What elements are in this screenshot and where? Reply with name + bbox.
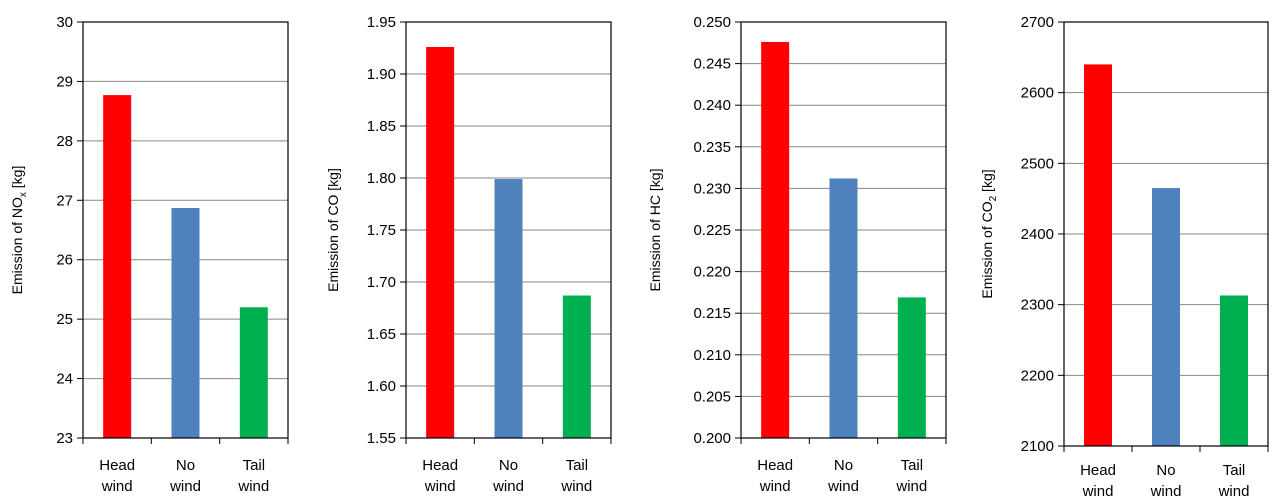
bar-3 <box>239 307 268 438</box>
y-axis-label-part: 2 <box>988 195 999 201</box>
x-category-label: Head <box>757 457 793 474</box>
y-tick-label: 0.250 <box>693 14 731 31</box>
y-axis-label: Emission of CO [kg] <box>325 168 341 292</box>
bar-2 <box>1152 188 1180 447</box>
y-tick-label: 2200 <box>1021 367 1054 384</box>
bar-1 <box>761 41 790 439</box>
y-tick-label: 1.80 <box>367 170 396 187</box>
x-category-label: Tail <box>566 457 589 474</box>
y-axis-label-part: Emission of CO [kg] <box>325 168 341 292</box>
x-category-label: wind <box>827 478 859 495</box>
bar-3 <box>897 297 926 438</box>
x-category-label: wind <box>1218 483 1250 500</box>
x-category-label: wind <box>1150 483 1182 500</box>
bar-3 <box>1220 295 1248 446</box>
y-tick-label: 2300 <box>1021 297 1054 314</box>
y-tick-label: 2400 <box>1021 226 1054 243</box>
plot-border <box>405 21 612 439</box>
y-tick-label: 1.95 <box>367 14 396 31</box>
y-axis-label-part: x <box>18 192 29 197</box>
y-tick-label: 0.230 <box>693 180 731 197</box>
x-category-label: Tail <box>243 457 266 474</box>
x-category-label: Head <box>422 457 458 474</box>
chart-1: 23 24 25 26 27 28 29 30 Head wind No wind Tail wind Em… <box>9 14 289 495</box>
y-tick-label: 0.215 <box>693 305 731 322</box>
y-tick-label: 1.75 <box>367 222 396 239</box>
y-tick-label: 0.200 <box>693 430 731 447</box>
bar-1 <box>426 46 455 439</box>
y-axis-label-part: Emission of NO <box>9 197 25 294</box>
y-tick-label: 25 <box>56 311 73 328</box>
y-tick-label: 2500 <box>1021 155 1054 172</box>
y-tick-label: 0.240 <box>693 97 731 114</box>
x-category-label: wind <box>237 478 269 495</box>
x-category-label: wind <box>560 478 592 495</box>
x-category-label: No <box>176 457 195 474</box>
x-category-label: Tail <box>1223 462 1246 479</box>
y-axis-label-part: Emission of HC [kg] <box>647 169 663 292</box>
x-category-label: wind <box>1082 483 1114 500</box>
y-tick-label: 23 <box>56 430 73 447</box>
chart-3: 0.200 0.205 0.210 0.215 0.220 0.225 0.230 0.235… <box>647 14 947 495</box>
y-tick-label: 1.70 <box>367 274 396 291</box>
x-category-label: wind <box>759 478 791 495</box>
plot-border <box>740 21 947 439</box>
y-axis-label-part: [kg] <box>9 166 25 192</box>
y-tick-label: 1.60 <box>367 378 396 395</box>
y-tick-label: 28 <box>56 133 73 150</box>
y-tick-label: 2600 <box>1021 85 1054 102</box>
bar-2 <box>494 179 523 439</box>
y-tick-label: 26 <box>56 252 73 269</box>
bar-3 <box>562 295 591 438</box>
y-axis-label-part: Emission of CO <box>979 201 995 298</box>
y-tick-label: 27 <box>56 192 73 209</box>
y-tick-label: 1.90 <box>367 66 396 83</box>
y-tick-label: 2100 <box>1021 438 1054 455</box>
y-axis-label: Emission of HC [kg] <box>647 169 663 292</box>
plot-border <box>1063 21 1269 447</box>
x-category-label: No <box>499 457 518 474</box>
y-axis-label-part: [kg] <box>979 169 995 195</box>
x-category-label: wind <box>492 478 524 495</box>
y-tick-label: 24 <box>56 371 73 388</box>
y-tick-label: 1.55 <box>367 430 396 447</box>
y-tick-label: 0.245 <box>693 56 731 73</box>
y-tick-label: 0.235 <box>693 139 731 156</box>
y-axis-label: Emission of CO2 [kg] <box>979 169 999 298</box>
y-tick-label: 2700 <box>1021 14 1054 31</box>
chart-4: 2100 2200 2300 2400 2500 2600 2700 Head wind No wi… <box>979 14 1269 500</box>
y-tick-label: 1.85 <box>367 118 396 135</box>
x-category-label: Tail <box>901 457 924 474</box>
y-axis-label: Emission of NOx [kg] <box>9 166 29 295</box>
y-tick-label: 0.225 <box>693 222 731 239</box>
bar-2 <box>829 178 858 438</box>
bar-1 <box>1084 64 1112 447</box>
y-tick-label: 29 <box>56 73 73 90</box>
chart-2: 1.55 1.60 1.65 1.70 1.75 1.80 1.85 1.90 1.95 Head… <box>325 14 612 495</box>
x-category-label: Head <box>99 457 135 474</box>
y-tick-label: 1.65 <box>367 326 396 343</box>
bar-1 <box>103 95 132 439</box>
x-category-label: wind <box>101 478 133 495</box>
x-category-label: No <box>1156 462 1175 479</box>
y-tick-label: 0.210 <box>693 347 731 364</box>
x-category-label: No <box>834 457 853 474</box>
x-category-label: Head <box>1080 462 1116 479</box>
plot-border <box>82 21 289 439</box>
y-tick-label: 0.205 <box>693 388 731 405</box>
y-tick-label: 0.220 <box>693 264 731 281</box>
x-category-label: wind <box>169 478 201 495</box>
bar-2 <box>171 208 200 438</box>
x-category-label: wind <box>424 478 456 495</box>
y-tick-label: 30 <box>56 14 73 31</box>
x-category-label: wind <box>895 478 927 495</box>
